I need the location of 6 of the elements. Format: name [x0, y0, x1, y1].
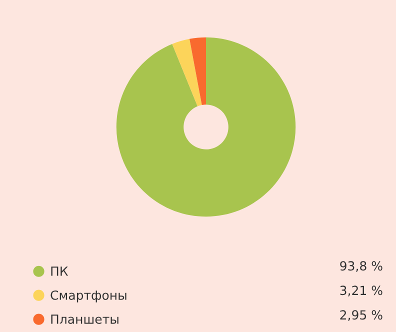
- data-label: 3,21 %: [340, 286, 382, 296]
- data-label: 93,8 %: [340, 261, 382, 272]
- data-label: 2,95 %: [340, 310, 382, 321]
- legend-label: ПК: [51, 266, 68, 276]
- legend-label: Планшеты: [51, 314, 118, 324]
- legend-label: Смартфоны: [50, 290, 126, 302]
